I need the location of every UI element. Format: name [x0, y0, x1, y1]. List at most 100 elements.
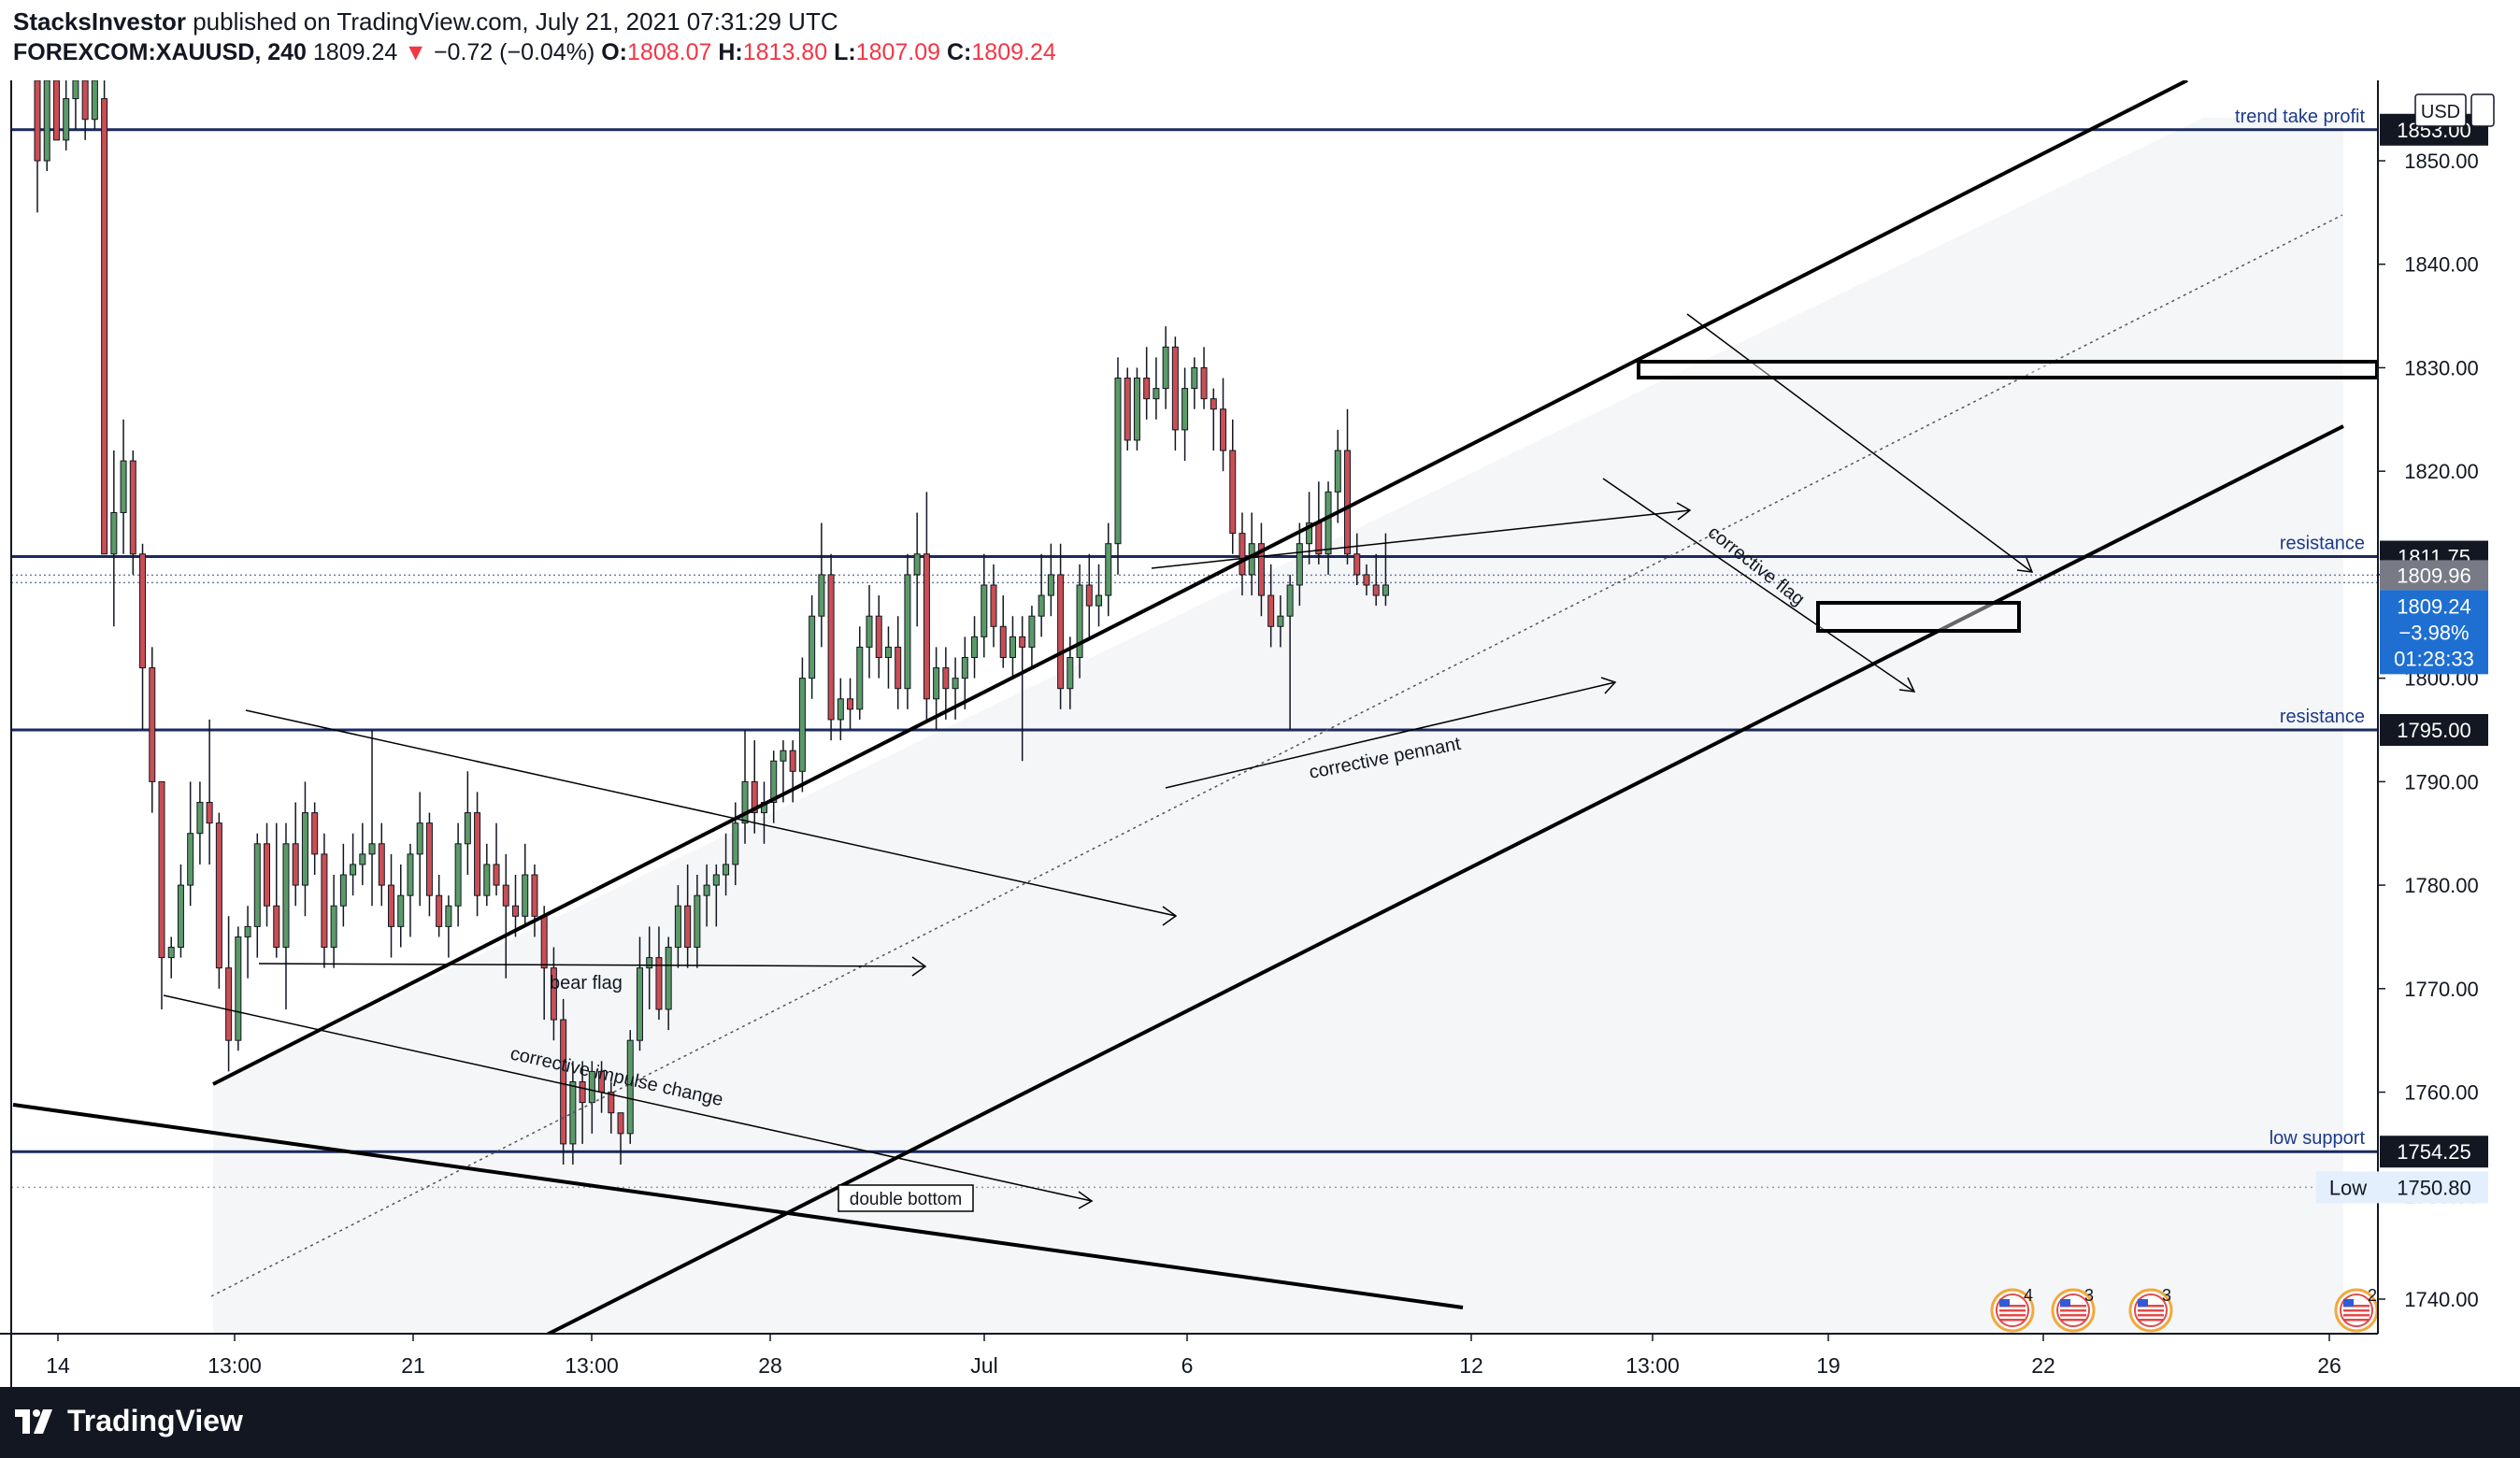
candle[interactable]	[493, 822, 500, 896]
candle[interactable]	[655, 926, 663, 1021]
candle[interactable]	[999, 595, 1007, 668]
candle[interactable]	[1220, 378, 1227, 472]
candle[interactable]	[63, 80, 70, 150]
candle[interactable]	[1057, 543, 1065, 709]
candle[interactable]	[923, 492, 930, 720]
candle[interactable]	[741, 730, 749, 844]
candle[interactable]	[177, 864, 184, 958]
economic-event-icon[interactable]: 2	[2334, 1286, 2379, 1333]
bear-flag-upper[interactable]	[245, 709, 1177, 917]
candle[interactable]	[1363, 564, 1370, 596]
candle[interactable]	[1133, 367, 1140, 451]
candle[interactable]	[187, 781, 194, 907]
candle[interactable]	[407, 843, 414, 937]
candle[interactable]	[359, 822, 366, 886]
candle[interactable]	[550, 947, 557, 1041]
candle[interactable]	[225, 916, 233, 1072]
candle[interactable]	[1153, 357, 1160, 420]
candle[interactable]	[445, 895, 452, 958]
candle[interactable]	[1124, 367, 1131, 451]
candle[interactable]	[244, 906, 251, 979]
candle[interactable]	[895, 616, 902, 709]
candle[interactable]	[1038, 553, 1045, 637]
candle[interactable]	[1353, 533, 1361, 585]
candle[interactable]	[149, 647, 156, 813]
candle[interactable]	[674, 885, 681, 968]
candle[interactable]	[952, 657, 959, 720]
candle[interactable]	[847, 678, 854, 730]
candle[interactable]	[665, 936, 672, 1031]
candle[interactable]	[215, 812, 222, 989]
candle[interactable]	[43, 80, 50, 172]
candle[interactable]	[1200, 347, 1208, 409]
economic-event-icon[interactable]: 4	[1990, 1286, 2035, 1333]
candle[interactable]	[1019, 616, 1026, 762]
candle[interactable]	[636, 936, 643, 1051]
candle[interactable]	[282, 822, 290, 1009]
currency-badge[interactable]: USD	[2414, 93, 2495, 127]
candle[interactable]	[350, 833, 357, 896]
candle[interactable]	[158, 780, 165, 1009]
candle[interactable]	[1372, 553, 1380, 607]
candle[interactable]	[904, 553, 911, 709]
demand-zone-box[interactable]	[1816, 601, 2021, 633]
candle[interactable]	[1105, 522, 1112, 617]
candle[interactable]	[1277, 595, 1284, 648]
candle[interactable]	[264, 822, 271, 927]
candle[interactable]	[483, 843, 491, 907]
candle[interactable]	[339, 843, 347, 927]
candle[interactable]	[52, 80, 60, 141]
candle[interactable]	[120, 419, 127, 554]
candle[interactable]	[330, 875, 337, 968]
candle[interactable]	[560, 998, 567, 1165]
economic-event-icon[interactable]: 3	[2051, 1286, 2096, 1333]
candle[interactable]	[1334, 429, 1341, 523]
candle[interactable]	[378, 822, 385, 907]
candle[interactable]	[809, 595, 816, 699]
candle[interactable]	[368, 730, 376, 907]
candle[interactable]	[770, 750, 778, 823]
candle[interactable]	[301, 781, 308, 917]
candle[interactable]	[502, 853, 509, 979]
candle[interactable]	[311, 802, 319, 876]
candle[interactable]	[101, 80, 108, 555]
candle[interactable]	[646, 926, 653, 1009]
bear-flag-arrow[interactable]	[258, 963, 926, 967]
candle[interactable]	[436, 875, 443, 937]
candle[interactable]	[1085, 553, 1093, 637]
candle[interactable]	[827, 553, 835, 741]
candle[interactable]	[454, 822, 462, 927]
candle[interactable]	[72, 80, 79, 130]
candle[interactable]	[81, 80, 89, 140]
candle[interactable]	[397, 864, 405, 948]
candle[interactable]	[913, 512, 921, 627]
candle[interactable]	[1382, 533, 1389, 607]
candle[interactable]	[1324, 481, 1332, 575]
candle[interactable]	[1009, 616, 1016, 679]
candle[interactable]	[1286, 574, 1294, 730]
candle[interactable]	[723, 833, 730, 896]
flag-line-upper[interactable]	[1686, 313, 2033, 573]
candle[interactable]	[1229, 419, 1237, 554]
candle[interactable]	[110, 450, 118, 627]
candle[interactable]	[1028, 606, 1036, 668]
candle[interactable]	[818, 522, 825, 648]
candle[interactable]	[837, 678, 844, 741]
pennant-upper[interactable]	[1151, 509, 1691, 569]
candle[interactable]	[196, 781, 204, 865]
candle[interactable]	[1239, 512, 1246, 596]
candle[interactable]	[1162, 326, 1169, 409]
candle[interactable]	[416, 792, 423, 907]
candle[interactable]	[1191, 357, 1198, 409]
symbol-label[interactable]: FOREXCOM:XAUUSD, 240	[13, 39, 307, 65]
candle[interactable]	[942, 647, 950, 720]
economic-event-icon[interactable]: 3	[2128, 1286, 2173, 1333]
supply-zone-box[interactable]	[1637, 360, 2379, 379]
axis-menu-button[interactable]	[2470, 93, 2495, 127]
candle[interactable]	[732, 802, 739, 886]
candle[interactable]	[1095, 564, 1103, 627]
candle[interactable]	[1171, 336, 1179, 451]
candle[interactable]	[703, 864, 710, 927]
candle[interactable]	[875, 595, 882, 679]
channel-midline[interactable]	[210, 214, 2343, 1297]
